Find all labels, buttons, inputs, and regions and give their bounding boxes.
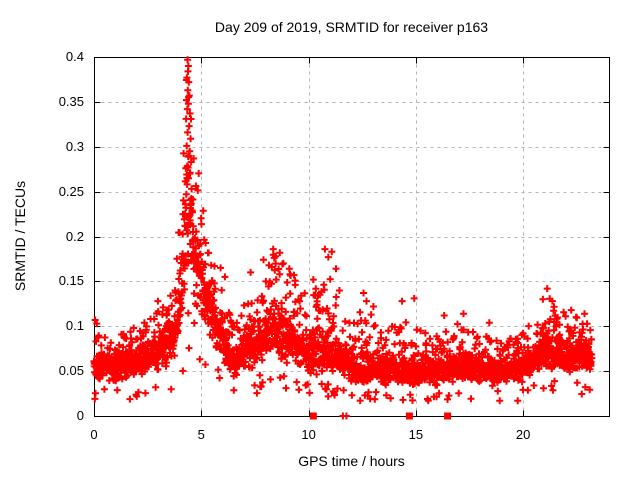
- y-tick-label: 0.25: [58, 183, 84, 199]
- x-axis-label: GPS time / hours: [298, 453, 405, 469]
- baseline-square-marker: [405, 412, 413, 420]
- x-tick-label: 15: [408, 427, 424, 442]
- y-tick-label: 0: [76, 408, 84, 423]
- x-tick-label: 0: [90, 427, 98, 442]
- y-tick-label: 0.2: [65, 228, 84, 244]
- y-tick-label: 0.1: [65, 318, 84, 334]
- y-tick-label: 0.15: [58, 273, 84, 289]
- y-tick-label: 0.4: [65, 49, 84, 64]
- y-tick-label: 0.05: [58, 363, 84, 379]
- x-tick-label: 10: [301, 427, 316, 442]
- scatter-points: [90, 56, 596, 420]
- chart-title: Day 209 of 2019, SRMTID for receiver p16…: [214, 19, 489, 35]
- y-tick-label: 0.35: [58, 93, 84, 109]
- y-tick-label: 0.3: [65, 138, 84, 154]
- baseline-square-marker: [444, 412, 452, 420]
- y-axis-label: SRMTID / TECUs: [12, 180, 28, 292]
- x-tick-label: 5: [197, 427, 205, 442]
- baseline-square-marker: [309, 412, 317, 420]
- x-tick-label: 20: [515, 427, 531, 442]
